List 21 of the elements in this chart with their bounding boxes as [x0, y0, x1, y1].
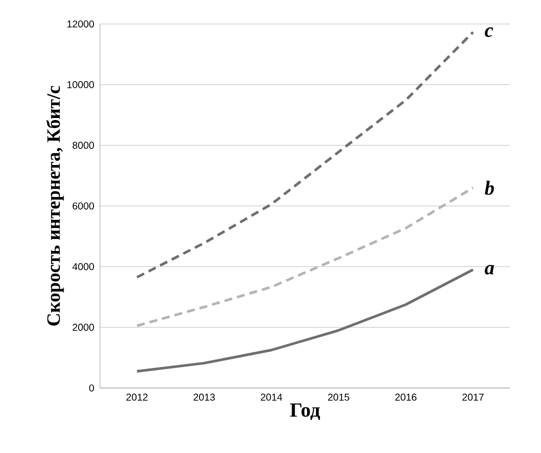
x-tick-label: 2012 — [126, 394, 148, 401]
y-tick-label: 10000 — [67, 81, 94, 88]
line-series — [136, 186, 474, 328]
series-label: a — [484, 264, 494, 274]
x-tick-label: 2013 — [194, 394, 215, 401]
x-tick-label: 2016 — [395, 394, 416, 401]
x-tick-label: 2015 — [328, 394, 350, 401]
x-tick-label: 2014 — [260, 394, 282, 401]
line-series — [136, 30, 474, 279]
y-tick-label: 8000 — [72, 142, 94, 149]
line-series — [136, 268, 474, 373]
series-label: c — [484, 27, 494, 37]
y-tick-label: 4000 — [72, 263, 94, 270]
y-tick-label: 12000 — [67, 20, 94, 28]
y-tick-label: 0 — [89, 384, 94, 392]
y-tick-label: 6000 — [72, 202, 94, 210]
series-label: b — [484, 180, 494, 195]
y-axis-title: Скорость интернета, Кбит/с — [46, 86, 64, 326]
x-axis-title: Год — [290, 404, 320, 420]
x-tick-label: 2017 — [462, 394, 484, 401]
y-tick-label: 2000 — [72, 324, 94, 331]
